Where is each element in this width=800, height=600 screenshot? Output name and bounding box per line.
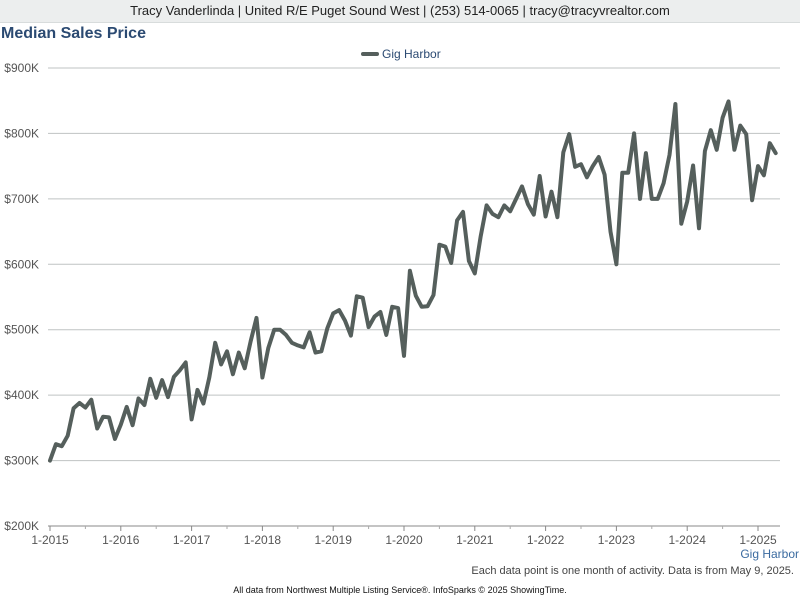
legend-item-gig-harbor[interactable]: Gig Harbor [361,47,441,61]
x-tick-label: 1-2025 [739,533,777,547]
x-tick-label: 1-2018 [244,533,282,547]
x-tick-label: 1-2015 [31,533,69,547]
x-tick-label: 1-2017 [173,533,211,547]
x-tick-label: 1-2016 [102,533,140,547]
y-tick-label: $200K [4,519,39,533]
x-tick-label: 1-2023 [598,533,636,547]
x-tick-label: 1-2021 [456,533,494,547]
series-end-label-layer: Gig Harbor [740,547,799,561]
x-tick-label: 1-2020 [385,533,423,547]
y-tick-label: $900K [4,61,39,75]
chart-title: Median Sales Price [1,25,146,42]
x-tick-label: 1-2024 [669,533,707,547]
y-tick-label: $600K [4,257,39,271]
series-line-gig-harbor [48,99,778,463]
y-tick-label: $500K [4,323,39,337]
series-end-label: Gig Harbor [740,547,799,561]
y-tick-label: $300K [4,454,39,468]
x-axis: 1-2015 1-2016 1-2017 1-2018 1-2019 1-2020 1-20… [31,526,777,547]
series-layer [48,99,778,463]
legend-label: Gig Harbor [382,47,441,61]
x-tick-label: 1-2022 [527,533,565,547]
data-footnote: Each data point is one month of activity… [471,565,794,577]
y-axis-labels: $200K $300K $400K $500K $600K $700K $800K $900K [4,61,39,533]
x-tick-label: 1-2019 [315,533,353,547]
agent-contact-header: Tracy Vanderlinda | United R/E Puget Sou… [0,0,800,23]
y-tick-label: $700K [4,192,39,206]
y-tick-label: $800K [4,126,39,140]
data-source-credit: All data from Northwest Multiple Listing… [233,585,567,595]
legend[interactable]: Gig Harbor [361,47,441,61]
y-tick-label: $400K [4,388,39,402]
